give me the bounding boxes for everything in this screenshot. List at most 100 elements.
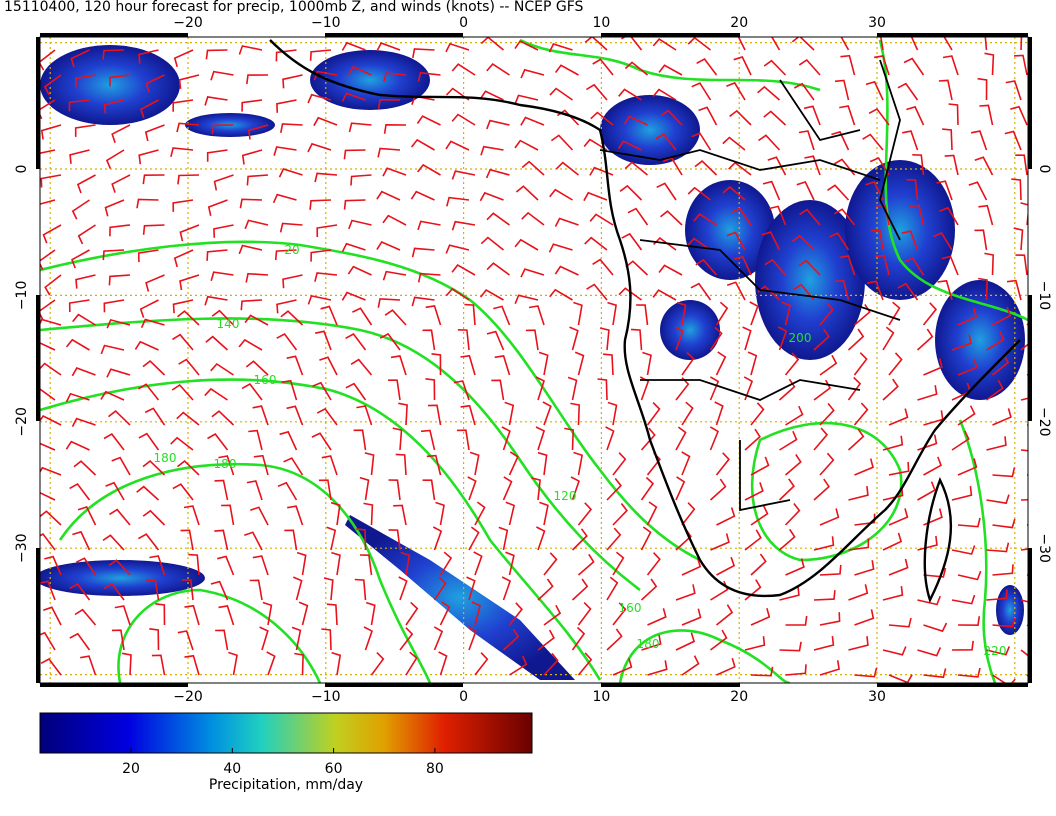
wind-barb xyxy=(888,508,909,526)
wind-barb xyxy=(142,224,165,235)
wind-barb xyxy=(253,454,269,476)
wind-barb xyxy=(145,274,165,292)
wind-barb xyxy=(316,224,338,238)
wind-barb xyxy=(917,595,941,606)
contour-label: 140 xyxy=(217,317,240,331)
wind-barb xyxy=(607,301,617,326)
contour-line xyxy=(40,378,602,681)
wind-barb xyxy=(589,213,614,226)
wind-barb xyxy=(690,282,712,301)
wind-barb xyxy=(726,81,746,101)
wind-barb xyxy=(417,220,441,231)
wind-barb xyxy=(695,258,718,276)
axis-bar xyxy=(601,33,740,37)
wind-barb xyxy=(274,249,297,261)
wind-barb xyxy=(354,578,367,601)
wind-barb xyxy=(252,555,269,576)
wind-barb xyxy=(508,602,523,626)
wind-barb xyxy=(992,564,1014,576)
wind-barb xyxy=(652,289,677,301)
wind-barb xyxy=(728,161,752,176)
wind-barb xyxy=(1015,154,1028,176)
contour-line xyxy=(958,419,997,683)
wind-barb xyxy=(538,351,549,376)
axis-bar xyxy=(36,548,40,683)
wind-barb xyxy=(548,43,573,53)
border xyxy=(599,59,901,512)
wind-barb xyxy=(140,318,165,329)
wind-barb xyxy=(211,124,234,135)
wind-barb xyxy=(674,326,684,351)
wind-barb xyxy=(279,222,303,233)
wind-barb xyxy=(827,184,850,201)
wind-barb xyxy=(1020,449,1028,452)
wind-barb xyxy=(74,74,96,88)
wind-barb xyxy=(986,436,1007,451)
wind-barb xyxy=(554,265,579,276)
wind-barb xyxy=(451,264,476,276)
wind-barb xyxy=(537,629,555,651)
wind-barb xyxy=(590,111,614,126)
wind-barb xyxy=(715,301,729,326)
wind-barb xyxy=(957,517,981,528)
wind-barb xyxy=(942,128,953,151)
wind-barb xyxy=(207,433,229,451)
wind-barb xyxy=(179,274,200,291)
contour-label: 160 xyxy=(254,373,277,387)
wind-barb xyxy=(479,90,504,101)
wind-barb xyxy=(491,379,505,401)
wind-barb xyxy=(40,510,62,526)
wind-barb xyxy=(781,301,792,326)
wind-barb xyxy=(184,604,200,626)
lon-label: 0 xyxy=(459,15,468,31)
wind-barb xyxy=(943,37,953,51)
wind-barb xyxy=(405,601,419,626)
colorbar-label: Precipitation, mm/day xyxy=(209,777,363,793)
wind-barb xyxy=(675,632,696,651)
wind-barb xyxy=(142,360,166,376)
wind-barb xyxy=(294,652,304,676)
wind-barb xyxy=(710,629,728,651)
wind-barb xyxy=(681,401,694,426)
wind-barb xyxy=(813,536,835,551)
wind-barb xyxy=(188,553,200,576)
wind-barb xyxy=(149,555,166,576)
wind-barb xyxy=(888,352,903,376)
wind-barb xyxy=(1020,343,1028,351)
wind-barb xyxy=(420,429,436,451)
wind-barb xyxy=(451,220,476,231)
wind-barb xyxy=(515,185,539,201)
wind-barb xyxy=(276,99,297,113)
wind-barb xyxy=(282,74,303,89)
wind-barb xyxy=(819,452,835,476)
wind-barb xyxy=(675,426,687,451)
wind-barb xyxy=(729,109,752,126)
wind-barb xyxy=(606,576,619,601)
wind-barb xyxy=(577,652,593,676)
wind-barb xyxy=(888,301,901,326)
wind-barb xyxy=(936,180,953,201)
wind-barb xyxy=(172,483,194,501)
wind-barb xyxy=(750,553,767,576)
wind-barb xyxy=(571,626,586,651)
wind-barb xyxy=(298,601,309,626)
wind-barb xyxy=(275,49,297,62)
wind-barb xyxy=(839,254,856,276)
wind-barb xyxy=(917,535,938,551)
wind-barb xyxy=(942,55,959,76)
wind-barb xyxy=(785,558,805,576)
wind-barb xyxy=(286,355,304,376)
wind-barb xyxy=(1020,37,1023,51)
wind-barb xyxy=(144,124,165,142)
wind-barb xyxy=(986,589,1008,601)
axis-bar xyxy=(36,37,40,169)
wind-barb xyxy=(839,105,856,126)
wind-barb xyxy=(179,224,200,242)
wind-barb xyxy=(108,559,131,576)
wind-barb xyxy=(74,608,97,626)
wind-barb xyxy=(514,40,539,51)
wind-barb xyxy=(151,654,166,676)
wind-barb xyxy=(502,628,520,651)
wind-barb xyxy=(69,482,91,501)
wind-barb xyxy=(977,77,988,101)
